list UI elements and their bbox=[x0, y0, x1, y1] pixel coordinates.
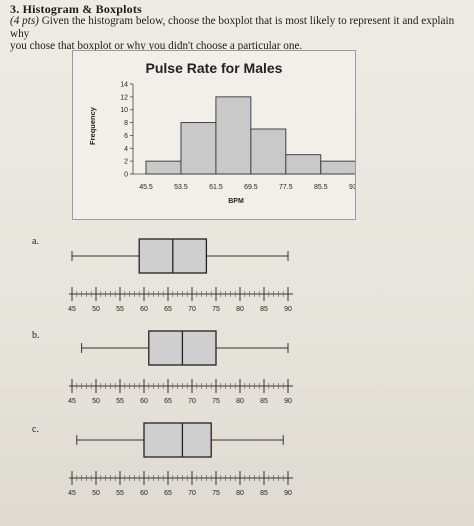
number-line-label: 75 bbox=[212, 306, 220, 313]
number-line-label: 50 bbox=[92, 490, 100, 497]
y-tick-label: 10 bbox=[120, 107, 128, 114]
number-line-label: 45 bbox=[68, 490, 76, 497]
histogram-chart: Pulse Rate for Males Frequency BPM 0 2 4 6 8… bbox=[88, 60, 363, 205]
y-tick-label: 4 bbox=[124, 146, 128, 153]
number-line-label: 45 bbox=[68, 398, 76, 405]
x-tick-label: 77.5 bbox=[279, 184, 293, 191]
number-line-label: 55 bbox=[116, 306, 124, 313]
x-tick-label: 45.5 bbox=[139, 184, 153, 191]
x-tick-label: 53.5 bbox=[174, 184, 188, 191]
number-line-label: 50 bbox=[92, 306, 100, 313]
histogram-bar bbox=[145, 160, 182, 175]
number-line-label: 85 bbox=[260, 490, 268, 497]
boxplot-option: 45 50 55 60 65 70 75 80 85 90 bbox=[68, 238, 293, 313]
number-line-label: 65 bbox=[164, 490, 172, 497]
question-text-line1: Given the histogram below, choose the bo… bbox=[10, 15, 455, 40]
number-line-label: 60 bbox=[140, 490, 148, 497]
number-line-label: 75 bbox=[212, 398, 220, 405]
y-tick-label: 0 bbox=[124, 172, 128, 179]
number-line-label: 60 bbox=[140, 398, 148, 405]
x-tick-label: 69.5 bbox=[244, 184, 258, 191]
histogram-frame: Pulse Rate for Males Frequency BPM 0 2 4 6 8… bbox=[72, 50, 363, 220]
number-line-label: 70 bbox=[188, 490, 196, 497]
option-label: a. bbox=[32, 236, 39, 247]
number-line-label: 80 bbox=[236, 490, 244, 497]
histogram-bar bbox=[250, 128, 287, 175]
x-tick-label: 61.5 bbox=[209, 184, 223, 191]
question-text-line2: you chose that boxplot or why you didn't… bbox=[10, 40, 303, 52]
y-tick-label: 2 bbox=[124, 159, 128, 166]
chart-title: Pulse Rate for Males bbox=[146, 60, 283, 76]
option-label: c. bbox=[32, 424, 39, 435]
number-line-label: 90 bbox=[284, 398, 292, 405]
number-line-label: 65 bbox=[164, 306, 172, 313]
y-tick-label: 8 bbox=[124, 120, 128, 127]
number-line-label: 70 bbox=[188, 398, 196, 405]
question-prompt: (4 pts) Given the histogram below, choos… bbox=[10, 15, 470, 53]
number-line-label: 60 bbox=[140, 306, 148, 313]
question-heading: 3. Histogram & Boxplots bbox=[10, 2, 142, 16]
x-tick-label: 85.5 bbox=[314, 184, 328, 191]
y-tick-label: 14 bbox=[120, 82, 128, 89]
boxplot-box bbox=[143, 422, 212, 458]
histogram-bar bbox=[180, 122, 217, 175]
number-line-label: 90 bbox=[284, 490, 292, 497]
y-tick-label: 12 bbox=[120, 94, 128, 101]
number-line-label: 45 bbox=[68, 306, 76, 313]
histogram-bar bbox=[215, 96, 252, 175]
number-line-label: 85 bbox=[260, 398, 268, 405]
number-line-label: 55 bbox=[116, 490, 124, 497]
x-axis-label: BPM bbox=[228, 198, 244, 205]
number-line-label: 80 bbox=[236, 398, 244, 405]
option-label: b. bbox=[32, 330, 40, 341]
histogram-bar bbox=[320, 160, 357, 175]
number-line-label: 80 bbox=[236, 306, 244, 313]
number-line-label: 65 bbox=[164, 398, 172, 405]
number-line-label: 70 bbox=[188, 306, 196, 313]
boxplot-option: 45 50 55 60 65 70 75 80 85 90 bbox=[68, 422, 293, 497]
y-tick-label: 6 bbox=[124, 133, 128, 140]
boxplot-option: 45 50 55 60 65 70 75 80 85 90 bbox=[68, 330, 293, 405]
number-line-label: 90 bbox=[284, 306, 292, 313]
number-line-label: 55 bbox=[116, 398, 124, 405]
number-line-label: 85 bbox=[260, 306, 268, 313]
number-line-label: 75 bbox=[212, 490, 220, 497]
number-line-label: 50 bbox=[92, 398, 100, 405]
y-axis-label: Frequency bbox=[88, 106, 97, 145]
x-tick-label: 93.5 bbox=[349, 184, 355, 191]
histogram-bar bbox=[285, 154, 322, 175]
question-points: (4 pts) bbox=[10, 15, 39, 27]
